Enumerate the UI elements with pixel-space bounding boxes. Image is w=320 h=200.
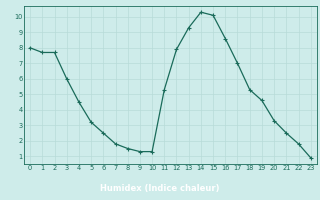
Text: Humidex (Indice chaleur): Humidex (Indice chaleur) <box>100 184 220 193</box>
